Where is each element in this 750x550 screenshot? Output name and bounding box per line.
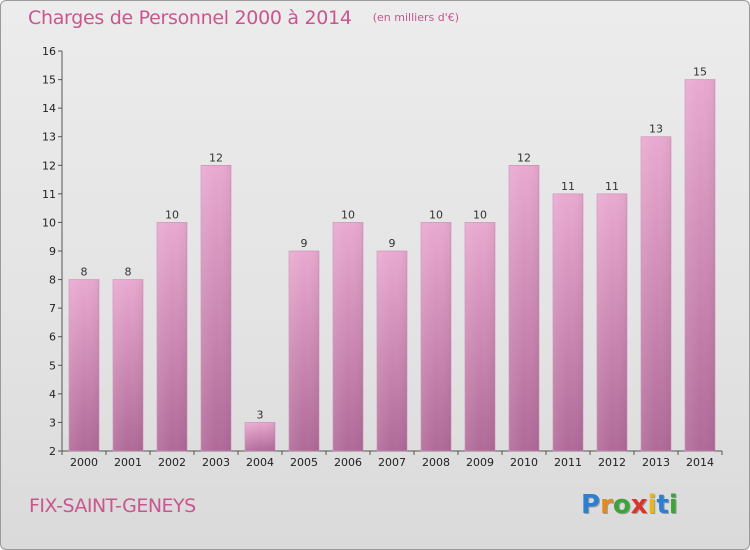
data-label: 10 xyxy=(429,208,443,221)
proxiti-logo[interactable]: Proxiti xyxy=(581,490,678,520)
bar-shine xyxy=(69,279,99,451)
data-label: 10 xyxy=(341,208,355,221)
data-label: 13 xyxy=(649,123,663,136)
y-tick-label: 12 xyxy=(42,159,56,172)
bar-shine xyxy=(113,279,143,451)
x-tick-label: 2003 xyxy=(202,456,230,469)
x-tick-label: 2013 xyxy=(642,456,670,469)
bar-shine xyxy=(685,79,715,452)
data-label: 15 xyxy=(693,66,707,79)
commune-name: FIX-SAINT-GENEYS xyxy=(29,495,196,517)
logo-letter: x xyxy=(630,490,648,520)
data-label: 9 xyxy=(301,237,308,250)
data-label: 10 xyxy=(473,208,487,221)
chart-title: Charges de Personnel 2000 à 2014 xyxy=(28,7,352,29)
data-label: 12 xyxy=(209,151,223,164)
bar-shine xyxy=(289,251,319,451)
bar-shine xyxy=(597,193,627,451)
title-row: Charges de Personnel 2000 à 2014 (en mil… xyxy=(28,7,459,29)
bar-shine xyxy=(421,222,451,451)
x-tick-label: 2014 xyxy=(686,456,714,469)
y-tick-label: 6 xyxy=(49,331,56,344)
x-tick-label: 2009 xyxy=(466,456,494,469)
data-label: 11 xyxy=(605,180,619,193)
y-tick-label: 3 xyxy=(49,416,56,429)
logo-letter: i xyxy=(668,490,678,520)
bars xyxy=(68,79,716,452)
x-tick-label: 2007 xyxy=(378,456,406,469)
data-label: 8 xyxy=(125,266,132,279)
chart-subtitle: (en milliers d'€) xyxy=(372,11,460,24)
y-tick-label: 10 xyxy=(42,216,56,229)
x-tick-label: 2000 xyxy=(70,456,98,469)
data-label: 10 xyxy=(165,208,179,221)
data-label: 3 xyxy=(257,408,264,421)
bar-shine xyxy=(157,222,187,451)
data-label: 12 xyxy=(517,151,531,164)
x-tick-label: 2006 xyxy=(334,456,362,469)
bar-shine xyxy=(201,165,231,452)
y-tick-label: 2 xyxy=(49,445,56,458)
y-tick-label: 4 xyxy=(49,388,56,401)
x-tick-label: 2010 xyxy=(510,456,538,469)
bar-shine xyxy=(509,165,539,452)
logo-letter: t xyxy=(656,490,669,520)
y-tick-label: 9 xyxy=(49,245,56,258)
logo-letter: o xyxy=(612,490,631,520)
bar-shine xyxy=(245,422,275,451)
bar-shine xyxy=(553,193,583,451)
y-tick-label: 15 xyxy=(42,74,56,87)
y-tick-label: 16 xyxy=(42,45,56,58)
x-tick-label: 2008 xyxy=(422,456,450,469)
data-label: 9 xyxy=(389,237,396,250)
bar-shine xyxy=(465,222,495,451)
data-labels: 8 8 10 12 3 9 10 9 10 10 12 11 11 13 15 xyxy=(81,66,708,422)
bar-shine xyxy=(641,136,671,451)
x-tick-label: 2005 xyxy=(290,456,318,469)
x-tick-label: 2004 xyxy=(246,456,274,469)
logo-letter: P xyxy=(581,490,601,520)
y-tick-label: 11 xyxy=(42,188,56,201)
logo-letter: r xyxy=(600,490,613,520)
x-tick-label: 2011 xyxy=(554,456,582,469)
bar-shine xyxy=(333,222,363,451)
y-tick-label: 14 xyxy=(42,102,56,115)
x-tick-label: 2001 xyxy=(114,456,142,469)
y-tick-label: 7 xyxy=(49,302,56,315)
x-tick-label: 2012 xyxy=(598,456,626,469)
x-tick-label: 2002 xyxy=(158,456,186,469)
logo-letter: i xyxy=(647,490,657,520)
data-label: 8 xyxy=(81,266,88,279)
y-tick-label: 5 xyxy=(49,359,56,372)
y-tick-label: 8 xyxy=(49,274,56,287)
data-label: 11 xyxy=(561,180,575,193)
bar-shine xyxy=(377,251,407,451)
y-tick-label: 13 xyxy=(42,131,56,144)
